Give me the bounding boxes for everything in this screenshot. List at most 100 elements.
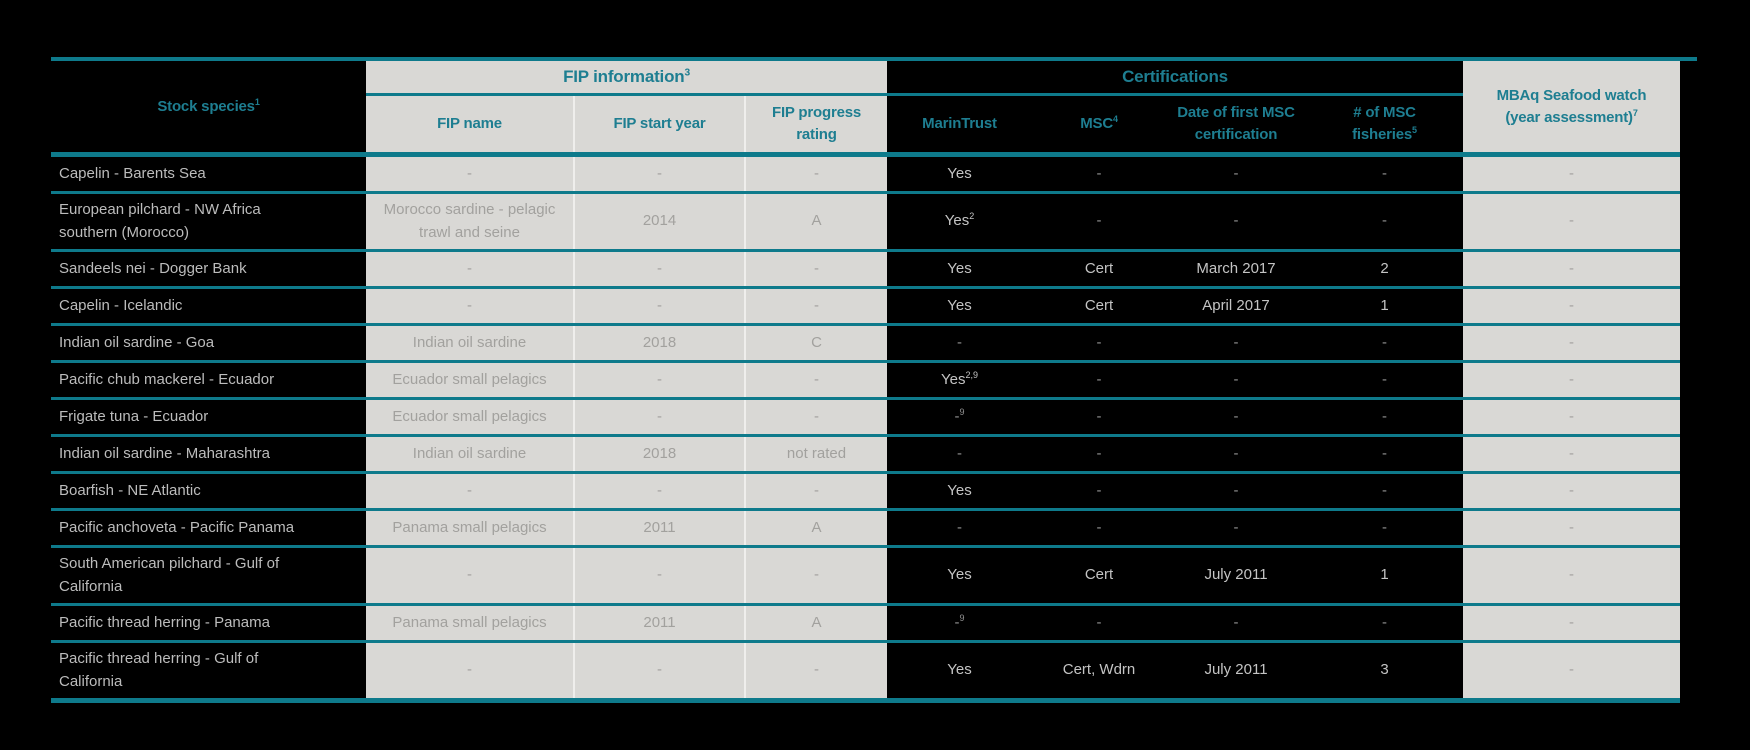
col-header-marintrust: MarinTrust — [887, 96, 1032, 152]
fip-progress-rating-cell: - — [744, 252, 887, 286]
fip-progress-rating-cell: C — [744, 326, 887, 360]
stock-species-cell: Pacific thread herring - Gulf of Califor… — [51, 643, 366, 698]
num-msc-fisheries-cell: 3 — [1306, 643, 1463, 698]
date-first-msc-certification-cell: - — [1166, 437, 1306, 471]
mbaq-seafood-watch-cell: - — [1463, 400, 1680, 434]
fip-name-cell: - — [366, 643, 573, 698]
mbaq-seafood-watch-cell: - — [1463, 363, 1680, 397]
mbaq-seafood-watch-cell: - — [1463, 326, 1680, 360]
fip-progress-rating-cell: A — [744, 606, 887, 640]
msc-cell: - — [1032, 474, 1166, 508]
header-bottom-border — [51, 152, 1680, 157]
fip-progress-rating-cell: - — [744, 643, 887, 698]
table-row: European pilchard - NW Africa southern (… — [51, 191, 1680, 249]
date-first-msc-certification-cell: - — [1166, 474, 1306, 508]
fip-name-cell: Ecuador small pelagics — [366, 400, 573, 434]
stock-species-cell: European pilchard - NW Africa southern (… — [51, 194, 366, 249]
fip-start-year-cell: 2011 — [573, 606, 744, 640]
fip-name-cell: - — [366, 289, 573, 323]
stock-species-cell: Sandeels nei - Dogger Bank — [51, 252, 366, 286]
table-row: Capelin - Barents Sea - - - Yes - - - - — [51, 157, 1680, 191]
date-first-msc-certification-cell: - — [1166, 194, 1306, 249]
msc-cell: - — [1032, 511, 1166, 545]
num-msc-fisheries-cell: 2 — [1306, 252, 1463, 286]
num-msc-fisheries-cell: - — [1306, 606, 1463, 640]
fip-name-cell: Morocco sardine - pelagic trawl and sein… — [366, 194, 573, 249]
mbaq-seafood-watch-cell: - — [1463, 289, 1680, 323]
col-header-num-msc-fisheries: # of MSC fisheries5 — [1306, 96, 1463, 152]
fip-start-year-cell: 2018 — [573, 326, 744, 360]
mbaq-seafood-watch-cell: - — [1463, 548, 1680, 603]
table-row: Sandeels nei - Dogger Bank - - - Yes Cert Marc… — [51, 249, 1680, 286]
table-row: Pacific thread herring - Gulf of Califor… — [51, 640, 1680, 698]
marintrust-cell: -9 — [887, 606, 1032, 640]
mbaq-seafood-watch-cell: - — [1463, 157, 1680, 191]
table-row: South American pilchard - Gulf of Califo… — [51, 545, 1680, 603]
table-header: Stock species1 FIP information3 Certific… — [51, 61, 1680, 152]
stock-species-cell: Indian oil sardine - Goa — [51, 326, 366, 360]
fip-name-cell: - — [366, 548, 573, 603]
table-bottom-border — [51, 698, 1680, 703]
msc-cell: - — [1032, 606, 1166, 640]
marintrust-cell: - — [887, 326, 1032, 360]
date-first-msc-certification-cell: - — [1166, 157, 1306, 191]
fip-start-year-cell: - — [573, 400, 744, 434]
date-first-msc-certification-cell: - — [1166, 326, 1306, 360]
marintrust-cell: Yes — [887, 289, 1032, 323]
fip-progress-rating-cell: - — [744, 474, 887, 508]
table-row: Pacific chub mackerel - Ecuador Ecuador s… — [51, 360, 1680, 397]
group-header-certifications: Certifications — [887, 61, 1463, 96]
stock-species-cell: South American pilchard - Gulf of Califo… — [51, 548, 366, 603]
col-header-stock-species: Stock species1 — [51, 61, 366, 152]
fip-start-year-cell: - — [573, 548, 744, 603]
table-row: Boarfish - NE Atlantic - - - Yes - - - - — [51, 471, 1680, 508]
fip-start-year-cell: 2014 — [573, 194, 744, 249]
date-first-msc-certification-cell: April 2017 — [1166, 289, 1306, 323]
fip-name-cell: - — [366, 252, 573, 286]
table-row: Indian oil sardine - Maharashtra Indian o… — [51, 434, 1680, 471]
fip-progress-rating-cell: not rated — [744, 437, 887, 471]
mbaq-seafood-watch-cell: - — [1463, 194, 1680, 249]
stock-species-cell: Frigate tuna - Ecuador — [51, 400, 366, 434]
stock-species-cell: Capelin - Icelandic — [51, 289, 366, 323]
stock-species-cell: Boarfish - NE Atlantic — [51, 474, 366, 508]
mbaq-seafood-watch-cell: - — [1463, 643, 1680, 698]
num-msc-fisheries-cell: - — [1306, 511, 1463, 545]
marintrust-cell: Yes — [887, 548, 1032, 603]
mbaq-seafood-watch-cell: - — [1463, 474, 1680, 508]
msc-cell: - — [1032, 194, 1166, 249]
col-header-mbaq-seafood-watch: MBAq Seafood watch (year assessment)7 — [1463, 61, 1680, 152]
group-header-fip-information: FIP information3 — [366, 61, 887, 96]
msc-cell: - — [1032, 326, 1166, 360]
msc-cell: Cert — [1032, 548, 1166, 603]
date-first-msc-certification-cell: - — [1166, 400, 1306, 434]
msc-cell: - — [1032, 363, 1166, 397]
date-first-msc-certification-cell: - — [1166, 606, 1306, 640]
col-header-fip-name: FIP name — [366, 96, 573, 152]
fip-name-cell: Indian oil sardine — [366, 437, 573, 471]
col-header-msc: MSC4 — [1032, 96, 1166, 152]
fisheries-fip-certification-table: Stock species1 FIP information3 Certific… — [51, 57, 1697, 703]
fip-start-year-cell: - — [573, 363, 744, 397]
msc-cell: Cert — [1032, 252, 1166, 286]
fip-name-cell: Ecuador small pelagics — [366, 363, 573, 397]
fip-start-year-cell: - — [573, 474, 744, 508]
fip-progress-rating-cell: - — [744, 157, 887, 191]
table-row: Pacific thread herring - Panama Panama sm… — [51, 603, 1680, 640]
date-first-msc-certification-cell: - — [1166, 363, 1306, 397]
col-header-fip-start-year: FIP start year — [573, 96, 744, 152]
col-header-date-first-msc-certification: Date of first MSC certification — [1166, 96, 1306, 152]
num-msc-fisheries-cell: - — [1306, 474, 1463, 508]
fip-progress-rating-cell: A — [744, 511, 887, 545]
mbaq-seafood-watch-cell: - — [1463, 511, 1680, 545]
fip-name-cell: Panama small pelagics — [366, 606, 573, 640]
fip-name-cell: Indian oil sardine — [366, 326, 573, 360]
mbaq-seafood-watch-cell: - — [1463, 606, 1680, 640]
table-top-border — [51, 57, 1697, 61]
fip-start-year-cell: - — [573, 157, 744, 191]
fip-progress-rating-cell: - — [744, 363, 887, 397]
date-first-msc-certification-cell: July 2011 — [1166, 548, 1306, 603]
fip-name-cell: - — [366, 157, 573, 191]
num-msc-fisheries-cell: - — [1306, 157, 1463, 191]
marintrust-cell: Yes2,9 — [887, 363, 1032, 397]
